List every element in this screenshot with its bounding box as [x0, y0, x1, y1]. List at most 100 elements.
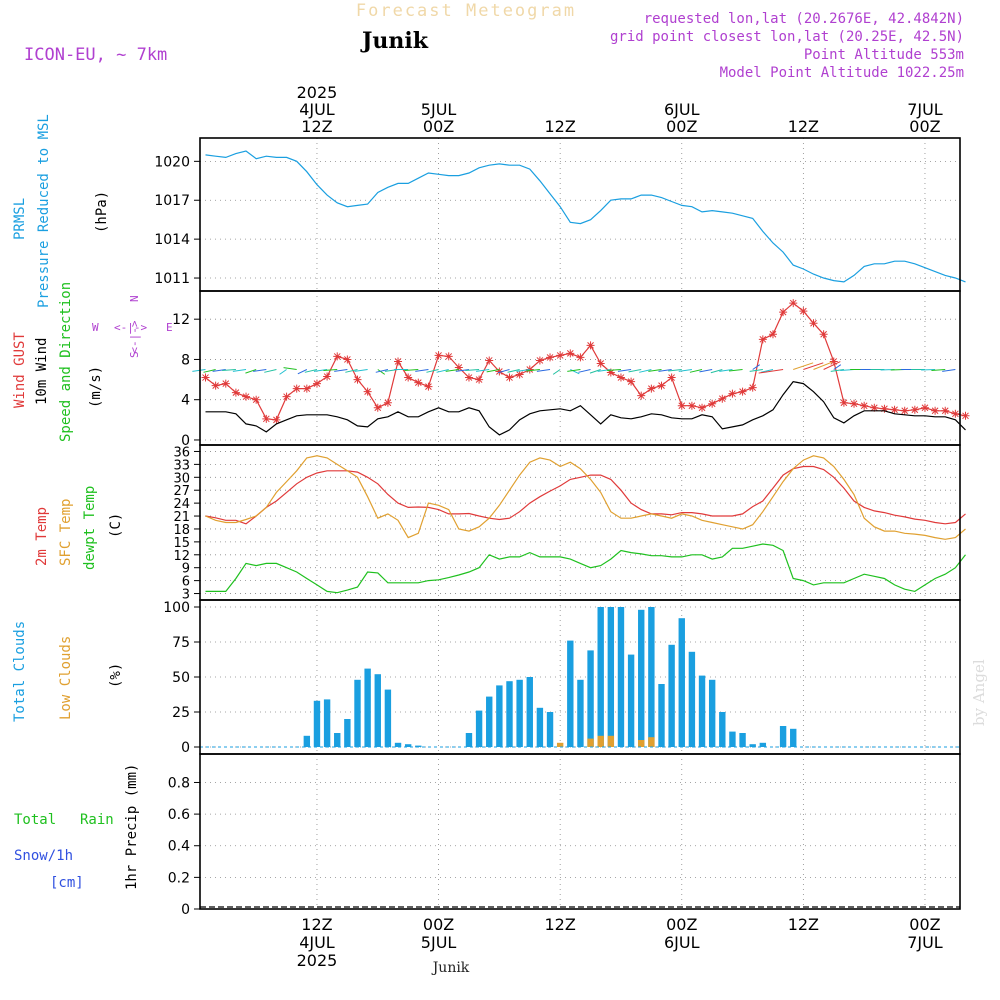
compass-ns-arrow: <-|-> — [128, 320, 141, 353]
wind-arrow — [377, 369, 386, 375]
total-cloud-bar — [536, 707, 544, 747]
gust-marker — [657, 381, 666, 390]
gust-marker — [353, 375, 362, 384]
gust-marker — [495, 367, 504, 376]
watermark: by Angel — [970, 659, 988, 726]
total-cloud-bar — [739, 733, 746, 747]
bottom-time-label: 00Z — [909, 915, 940, 934]
y-tick-label: 24 — [173, 497, 190, 512]
bottom-time-label: 00Z — [423, 915, 454, 934]
prmsl-label: PRMSL — [12, 198, 28, 240]
total-cloud-bar — [648, 607, 655, 747]
wind-arrow — [445, 369, 459, 372]
total-cloud-bar — [364, 668, 371, 747]
gust-marker — [475, 375, 484, 384]
gust-marker — [485, 356, 494, 365]
wind-arrow — [813, 361, 833, 370]
total-cloud-bar — [374, 674, 381, 747]
y-tick-label: 9 — [182, 562, 190, 577]
total-cloud-bar — [303, 735, 311, 747]
y-tick-label: 100 — [163, 600, 190, 616]
gridpoint-coords: grid point closest lon,lat (20.25E, 42.5… — [610, 29, 964, 45]
precip-snow-label: Snow/1h — [14, 848, 73, 864]
gust-marker — [414, 378, 423, 387]
wind-arrow — [516, 369, 530, 372]
gust-marker — [262, 414, 271, 423]
top-time-label: 7JUL — [907, 100, 943, 119]
hpa-unit-label: (hPa) — [94, 191, 110, 233]
clouds-panel: 0 25 50 75 100 — [163, 599, 961, 756]
wind-arrow — [617, 369, 632, 372]
gust-marker — [434, 351, 443, 360]
gust-marker — [799, 307, 808, 316]
total-cloud-bar — [465, 733, 473, 747]
gust-marker — [647, 384, 656, 393]
total-cloud-bar — [688, 651, 696, 747]
dewpt-temp-line — [205, 543, 966, 594]
total-cloud-bar — [404, 744, 412, 747]
model-label: ICON-EU, ~ 7km — [24, 45, 167, 65]
wind-arrow — [699, 369, 713, 373]
y-tick-label: 0.2 — [168, 870, 190, 886]
wind-10m-label: 10m Wind — [34, 338, 50, 405]
wind-arrow — [436, 369, 449, 373]
bottom-time-label: 6JUL — [664, 933, 700, 952]
wind-arrow — [607, 369, 622, 371]
top-time-label: 12Z — [788, 117, 819, 136]
gust-marker — [667, 373, 676, 382]
gust-marker — [789, 299, 798, 308]
y-tick-label: 0 — [181, 740, 190, 756]
total-cloud-bar — [678, 618, 685, 747]
total-cloud-bar — [516, 679, 523, 747]
total-cloud-bar — [708, 679, 716, 747]
y-tick-label: 12 — [172, 312, 190, 328]
gust-marker — [880, 404, 889, 413]
bottom-time-label: 00Z — [666, 915, 697, 934]
total-cloud-bar — [790, 728, 797, 747]
low-cloud-bar — [587, 738, 594, 747]
wind-arrow — [192, 369, 206, 372]
gust-marker — [454, 363, 463, 372]
gust-marker — [464, 373, 473, 382]
y-tick-label: 27 — [173, 484, 190, 499]
top-time-label: 5JUL — [421, 100, 457, 119]
top-time-label: 4JUL — [299, 100, 335, 119]
wind-gust-line — [205, 302, 966, 421]
wind-arrow — [931, 369, 946, 371]
total-cloud-bar — [567, 640, 574, 747]
gust-marker — [566, 349, 575, 358]
gust-marker — [738, 387, 747, 396]
gust-marker — [687, 401, 696, 410]
10m-wind-line — [205, 380, 966, 436]
low-cloud-bar — [638, 740, 645, 747]
wind-arrow — [658, 369, 672, 372]
wind-arrow — [552, 369, 561, 375]
total-cloud-bar — [719, 712, 726, 747]
wind-arrow — [628, 369, 642, 373]
gust-marker — [252, 395, 261, 404]
wind-arrow — [668, 369, 682, 372]
wind-arrow — [719, 369, 733, 372]
plot-layer: 1011101410171020048123691215182124273033… — [154, 83, 970, 970]
wind-arrow — [942, 369, 956, 372]
top-time-label: 12Z — [545, 117, 576, 136]
celsius-unit-label: (C) — [108, 513, 124, 538]
gust-marker — [515, 370, 524, 379]
total-cloud-bar — [344, 719, 351, 747]
gust-marker — [556, 351, 565, 360]
wind-arrow — [426, 369, 439, 373]
total-cloud-bar — [749, 744, 756, 747]
wind-arrow — [486, 369, 500, 373]
top-time-label: 00Z — [666, 117, 697, 136]
total-cloud-bar — [506, 681, 513, 747]
wind-arrow — [264, 369, 277, 373]
y-tick-label: 36 — [173, 445, 190, 460]
total-cloud-bar — [486, 696, 493, 747]
gust-marker — [931, 406, 940, 415]
gust-marker — [363, 387, 372, 396]
low-cloud-bar — [597, 735, 604, 747]
y-tick-label: 1011 — [154, 271, 190, 287]
bottom-time-label: 7JUL — [907, 933, 943, 952]
gust-marker — [718, 394, 727, 403]
